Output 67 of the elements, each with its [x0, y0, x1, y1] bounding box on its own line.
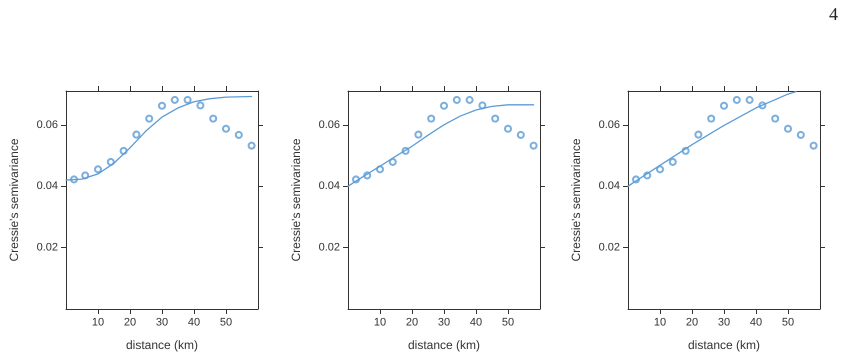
point [248, 142, 256, 150]
point [222, 124, 230, 133]
y-tick-label: 0.04 [598, 180, 620, 192]
point [427, 114, 436, 123]
point [784, 124, 792, 133]
point [668, 158, 677, 166]
x-tick-label: 20 [124, 316, 136, 328]
point [132, 130, 140, 139]
line-series [627, 90, 797, 187]
y-axis-title: Cressie's semivariance [7, 138, 21, 262]
x-axis-title: distance (km) [408, 338, 480, 352]
x-tick-label: 40 [750, 316, 762, 328]
point [388, 158, 397, 166]
point [707, 114, 716, 123]
x-tick-label: 40 [188, 316, 200, 328]
point [440, 102, 448, 110]
y-tick-label: 0.02 [598, 242, 620, 254]
point [478, 101, 486, 110]
line-series [65, 96, 252, 181]
x-tick-label: 30 [156, 316, 168, 328]
x-tick-label: 10 [92, 316, 104, 328]
y-tick-label: 0.06 [598, 118, 620, 131]
y-tick-label: 0.04 [318, 180, 340, 192]
x-tick-label: 50 [220, 316, 232, 328]
x-axis-title: distance (km) [688, 338, 760, 352]
y-tick-label: 0.06 [318, 118, 340, 131]
point [170, 96, 179, 104]
y-tick-label: 0.02 [36, 242, 58, 254]
point [516, 130, 525, 139]
line-series [347, 104, 534, 187]
x-tick-label: 30 [438, 316, 450, 328]
point [145, 114, 154, 123]
point [720, 102, 728, 110]
y-axis-title: Cressie's semivariance [569, 138, 583, 262]
x-tick-label: 50 [782, 316, 794, 328]
x-tick-label: 10 [374, 316, 386, 328]
point [184, 96, 192, 104]
x-tick-label: 20 [406, 316, 418, 328]
point [158, 102, 166, 110]
point [234, 130, 243, 139]
x-tick-label: 50 [502, 316, 514, 328]
y-tick-label: 0.06 [36, 118, 58, 131]
point [656, 165, 664, 174]
point [732, 96, 741, 104]
point [196, 101, 204, 110]
point [771, 114, 780, 123]
point [530, 142, 538, 150]
x-tick-label: 40 [470, 316, 482, 328]
y-tick-label: 0.04 [36, 180, 58, 192]
point [466, 96, 474, 104]
point [694, 130, 702, 139]
point [452, 96, 461, 104]
point [209, 114, 218, 123]
text: 4 [829, 4, 838, 25]
point [504, 124, 512, 133]
x-tick-label: 30 [718, 316, 730, 328]
point [810, 142, 818, 150]
x-tick-label: 20 [686, 316, 698, 328]
x-axis-title: distance (km) [126, 338, 198, 352]
point [746, 96, 754, 104]
y-axis-title: Cressie's semivariance [289, 138, 303, 262]
point [796, 130, 805, 139]
x-tick-label: 10 [654, 316, 666, 328]
point [414, 130, 422, 139]
point [94, 165, 102, 174]
point [491, 114, 500, 123]
y-tick-label: 0.02 [318, 242, 340, 254]
